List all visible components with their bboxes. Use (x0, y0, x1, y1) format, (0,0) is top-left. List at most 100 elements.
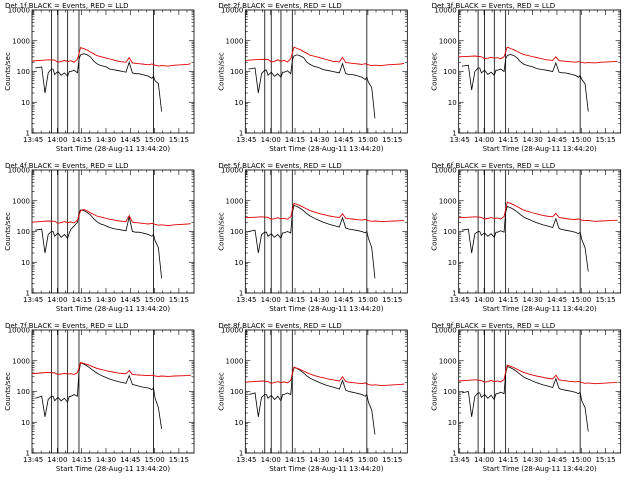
y-tick-label: 1000 (226, 197, 244, 205)
y-tick-label: 10 (448, 99, 457, 107)
y-tick-label: 10000 (8, 327, 30, 335)
x-tick-label: 14:00 (261, 456, 281, 464)
series-events (35, 53, 162, 112)
y-tick-label: 1000 (439, 37, 457, 45)
x-tick-label: 15:00 (571, 456, 591, 464)
x-tick-label: 15:15 (169, 136, 189, 144)
x-tick-label: 15:15 (595, 296, 615, 304)
panel-title: Det 2f BLACK = Events, RED = LLD (218, 2, 341, 10)
panel-det-9: Det 9f BLACK = Events, RED = LLD 1 10 100 10… (431, 322, 622, 473)
x-tick-label: 14:15 (285, 296, 305, 304)
x-tick-label: 14:15 (498, 136, 518, 144)
x-axis-label: Start Time (28-Aug-11 13:44:20) (269, 145, 383, 153)
panel-title: Det 1f BLACK = Events, RED = LLD (5, 2, 128, 10)
x-tick-label: 14:30 (309, 296, 329, 304)
x-tick-label: 15:00 (358, 456, 378, 464)
x-tick-label: 14:45 (120, 136, 140, 144)
series-events (461, 365, 589, 432)
x-tick-label: 14:00 (47, 136, 67, 144)
y-tick-label: 10000 (8, 167, 30, 175)
x-tick-label: 14:45 (120, 296, 140, 304)
plot-frame (31, 9, 195, 134)
series-events (35, 362, 162, 430)
y-tick-label: 10000 (434, 327, 456, 335)
y-tick-label: 10000 (8, 7, 30, 15)
x-tick-label: 14:00 (474, 456, 494, 464)
x-tick-label: 14:15 (72, 456, 92, 464)
y-axis-label: Counts/sec (217, 372, 225, 411)
y-axis-label: Counts/sec (4, 52, 12, 91)
series-lld (458, 201, 618, 222)
y-tick-label: 1000 (226, 37, 244, 45)
x-tick-label: 14:15 (498, 456, 518, 464)
y-tick-label: 10000 (221, 167, 243, 175)
y-tick-label: 1 (239, 450, 243, 458)
y-axis-label: Counts/sec (217, 52, 225, 91)
panel-det-2: Det 2f BLACK = Events, RED = LLD 1 10 100 10… (217, 2, 408, 153)
x-tick-label: 15:15 (169, 296, 189, 304)
y-tick-label: 1 (452, 130, 456, 138)
y-axis-label: Counts/sec (431, 372, 439, 411)
y-tick-label: 1000 (12, 357, 30, 365)
y-tick-label: 100 (230, 68, 243, 76)
y-tick-label: 10 (448, 419, 457, 427)
plot-frame (244, 169, 408, 294)
panel-title: Det 7f BLACK = Events, RED = LLD (5, 322, 128, 330)
y-axis-label: Counts/sec (217, 212, 225, 251)
x-tick-label: 14:45 (334, 136, 354, 144)
series-lld (245, 46, 405, 67)
y-tick-label: 1 (26, 290, 30, 298)
panel-det-4: Det 4f BLACK = Events, RED = LLD 1 10 100 10… (4, 162, 195, 313)
x-tick-label: 15:15 (382, 456, 402, 464)
x-tick-label: 14:00 (261, 136, 281, 144)
y-tick-label: 10 (21, 419, 30, 427)
y-tick-label: 1000 (439, 357, 457, 365)
x-tick-label: 14:15 (72, 296, 92, 304)
y-tick-label: 10000 (434, 167, 456, 175)
panel-title: Det 4f BLACK = Events, RED = LLD (5, 162, 128, 170)
x-tick-label: 15:15 (382, 136, 402, 144)
series-events (248, 54, 376, 119)
y-tick-label: 10000 (434, 7, 456, 15)
y-tick-label: 100 (17, 388, 30, 396)
plot-frame (31, 329, 195, 454)
x-axis-label: Start Time (28-Aug-11 13:44:20) (56, 145, 170, 153)
y-tick-label: 100 (230, 228, 243, 236)
y-tick-label: 1 (452, 450, 456, 458)
x-tick-label: 13:45 (450, 456, 470, 464)
x-tick-label: 14:30 (309, 136, 329, 144)
x-axis-label: Start Time (28-Aug-11 13:44:20) (483, 145, 597, 153)
x-tick-label: 14:00 (474, 136, 494, 144)
y-tick-label: 10 (234, 259, 243, 267)
x-tick-label: 14:15 (285, 136, 305, 144)
x-tick-label: 14:30 (96, 136, 116, 144)
y-tick-label: 1 (239, 130, 243, 138)
panel-det-6: Det 6f BLACK = Events, RED = LLD 1 10 100 10… (431, 162, 622, 313)
panel-det-7: Det 7f BLACK = Events, RED = LLD 1 10 100 10… (4, 322, 195, 473)
x-tick-label: 14:30 (309, 456, 329, 464)
x-tick-label: 15:00 (144, 136, 164, 144)
plot-frame (244, 9, 408, 134)
y-tick-label: 10000 (221, 7, 243, 15)
x-tick-label: 13:45 (450, 296, 470, 304)
x-axis-label: Start Time (28-Aug-11 13:44:20) (483, 465, 597, 473)
x-tick-label: 15:00 (358, 136, 378, 144)
y-tick-label: 100 (443, 388, 456, 396)
x-tick-label: 14:45 (547, 296, 567, 304)
x-tick-label: 15:00 (144, 296, 164, 304)
x-tick-label: 14:30 (523, 456, 543, 464)
x-tick-label: 13:45 (236, 136, 256, 144)
x-tick-label: 15:00 (571, 296, 591, 304)
panel-det-8: Det 8f BLACK = Events, RED = LLD 1 10 100 10… (217, 322, 408, 473)
series-events (35, 209, 162, 279)
x-axis-label: Start Time (28-Aug-11 13:44:20) (483, 305, 597, 313)
y-tick-label: 1000 (226, 357, 244, 365)
y-tick-label: 100 (443, 228, 456, 236)
y-axis-label: Counts/sec (431, 212, 439, 251)
x-axis-label: Start Time (28-Aug-11 13:44:20) (56, 305, 170, 313)
series-events (461, 53, 589, 112)
y-tick-label: 100 (443, 68, 456, 76)
panel-title: Det 6f BLACK = Events, RED = LLD (432, 162, 555, 170)
x-tick-label: 15:15 (382, 296, 402, 304)
